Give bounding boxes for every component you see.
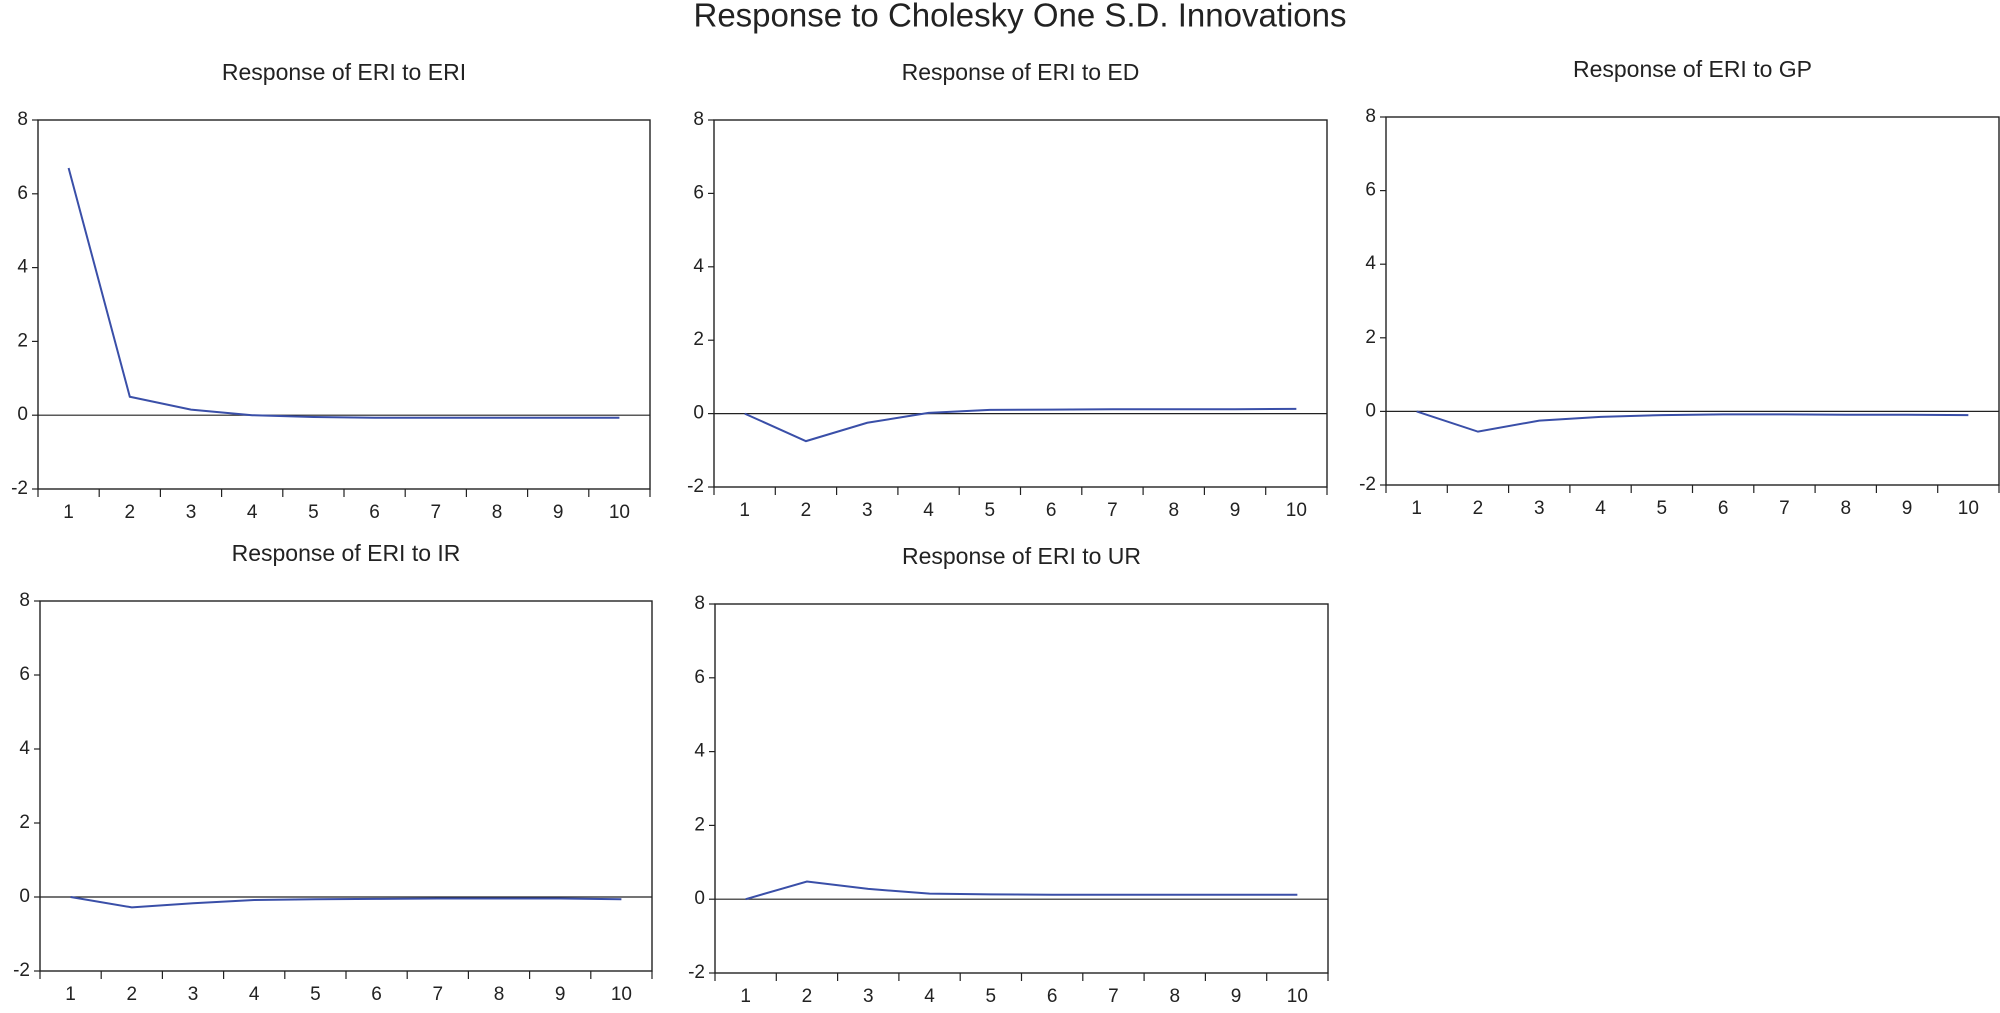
plot-frame: [713, 119, 1328, 488]
x-tick-label: 7: [1779, 498, 1790, 519]
response-line: [744, 407, 1297, 443]
y-tick-label: 0: [693, 403, 704, 424]
x-tick-label: 5: [986, 986, 997, 1007]
x-tick-label: 4: [923, 500, 934, 521]
x-tick-label: 2: [1473, 498, 1484, 519]
x-tick-label: 3: [186, 502, 197, 523]
y-tick-label: -2: [13, 960, 30, 981]
x-tick-label: 3: [1534, 498, 1545, 519]
x-tick-label: 9: [1902, 498, 1913, 519]
x-tick-label: 4: [249, 984, 260, 1005]
panel-title: Response of ERI to GP: [1573, 56, 1812, 82]
y-tick-label: 4: [17, 257, 28, 278]
y-tick-label: 2: [694, 814, 705, 835]
y-tick-label: 6: [19, 664, 30, 685]
x-tick-label: 9: [555, 984, 566, 1005]
x-tick-label: 4: [247, 502, 258, 523]
y-tick-label: 6: [694, 667, 705, 688]
x-tick-label: 5: [310, 984, 321, 1005]
x-tick-label: 8: [494, 984, 505, 1005]
x-tick-label: 2: [127, 984, 138, 1005]
panel-title: Response of ERI to ED: [902, 59, 1140, 85]
y-tick-label: 2: [17, 330, 28, 351]
x-tick-label: 8: [1840, 498, 1851, 519]
x-tick-label: 4: [1595, 498, 1606, 519]
x-tick-label: 6: [1718, 498, 1729, 519]
y-tick-label: 4: [19, 738, 30, 759]
x-tick-label: 9: [1230, 500, 1241, 521]
response-line: [745, 880, 1298, 901]
x-tick-label: 10: [1286, 500, 1307, 521]
y-tick-label: 8: [17, 109, 28, 130]
y-tick-label: -2: [1359, 474, 1376, 495]
x-tick-label: 7: [431, 502, 442, 523]
x-tick-label: 3: [863, 986, 874, 1007]
x-tick-label: 9: [1231, 986, 1242, 1007]
y-tick-label: 0: [694, 888, 705, 909]
y-tick-label: 8: [693, 109, 704, 130]
x-tick-label: 7: [1107, 500, 1118, 521]
x-tick-label: 1: [739, 500, 750, 521]
panel-title: Response of ERI to ERI: [222, 59, 466, 85]
y-tick-label: 0: [19, 886, 30, 907]
x-tick-label: 5: [1657, 498, 1668, 519]
response-line: [67, 167, 620, 419]
x-tick-label: 1: [65, 984, 76, 1005]
y-tick-label: -2: [687, 476, 704, 497]
y-tick-label: 8: [19, 590, 30, 611]
x-tick-label: 6: [1046, 500, 1057, 521]
x-tick-label: 5: [308, 502, 319, 523]
y-tick-label: 0: [17, 404, 28, 425]
plot-frame: [1385, 116, 2000, 486]
x-tick-label: 10: [1958, 498, 1979, 519]
x-tick-label: 10: [1287, 986, 1308, 1007]
panel-title: Response of ERI to IR: [232, 540, 461, 566]
x-tick-label: 8: [1169, 986, 1180, 1007]
y-tick-label: 8: [1365, 106, 1376, 127]
y-tick-label: 2: [693, 329, 704, 350]
y-tick-label: 4: [694, 741, 705, 762]
x-tick-label: 9: [553, 502, 564, 523]
response-line: [1416, 410, 1969, 433]
x-tick-label: 6: [1047, 986, 1058, 1007]
plot-frame: [37, 119, 651, 490]
x-tick-label: 6: [369, 502, 380, 523]
response-line: [70, 896, 622, 909]
x-tick-label: 7: [433, 984, 444, 1005]
y-tick-label: 8: [694, 593, 705, 614]
x-tick-label: 10: [611, 984, 632, 1005]
x-tick-label: 1: [1411, 498, 1422, 519]
y-tick-label: 6: [693, 182, 704, 203]
x-tick-label: 2: [125, 502, 136, 523]
y-tick-label: 4: [693, 256, 704, 277]
y-tick-label: 2: [1365, 327, 1376, 348]
x-tick-label: 1: [740, 986, 751, 1007]
panel-title: Response of ERI to UR: [902, 543, 1141, 569]
x-tick-label: 3: [862, 500, 873, 521]
figure-title: Response to Cholesky One S.D. Innovation…: [693, 0, 1346, 34]
x-tick-label: 8: [1168, 500, 1179, 521]
x-tick-label: 10: [609, 502, 630, 523]
x-tick-label: 4: [924, 986, 935, 1007]
x-tick-label: 3: [188, 984, 199, 1005]
y-tick-label: 0: [1365, 400, 1376, 421]
y-tick-label: 2: [19, 812, 30, 833]
x-tick-label: 1: [63, 502, 74, 523]
y-tick-label: 6: [1365, 180, 1376, 201]
x-tick-label: 6: [371, 984, 382, 1005]
x-tick-label: 5: [985, 500, 996, 521]
y-tick-label: -2: [688, 962, 705, 983]
x-tick-label: 2: [802, 986, 813, 1007]
x-tick-label: 2: [801, 500, 812, 521]
plot-frame: [714, 603, 1329, 974]
y-tick-label: 6: [17, 183, 28, 204]
y-tick-label: -2: [11, 478, 28, 499]
plot-frame: [39, 600, 653, 972]
y-tick-label: 4: [1365, 253, 1376, 274]
x-tick-label: 8: [492, 502, 503, 523]
x-tick-label: 7: [1108, 986, 1119, 1007]
